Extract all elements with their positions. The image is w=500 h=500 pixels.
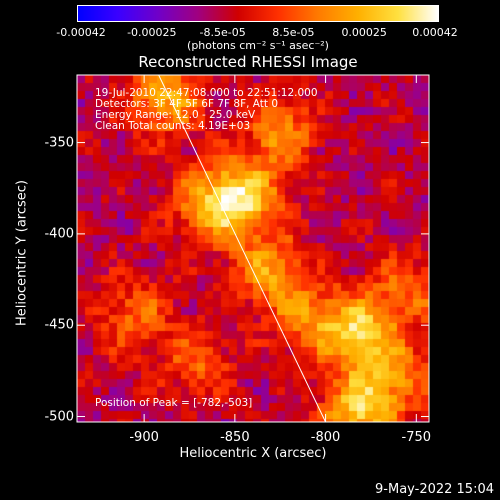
y-tick-label: -450 bbox=[44, 317, 74, 333]
colorbar-tick-label: 0.00025 bbox=[341, 26, 387, 39]
colorbar-tick-label: 8.5e-05 bbox=[272, 26, 315, 39]
chart-title: Reconstructed RHESSI Image bbox=[138, 53, 358, 71]
heatmap-image bbox=[77, 75, 429, 422]
y-tick-label: -500 bbox=[44, 409, 74, 425]
colorbar-unit: (photons cm⁻² s⁻¹ asec⁻²) bbox=[187, 39, 329, 52]
x-tick-label: -800 bbox=[310, 430, 341, 445]
x-axis-label: Heliocentric X (arcsec) bbox=[179, 446, 327, 461]
annotation-detectors: Detectors: 3F 4F 5F 6F 7F 8F, Att 0 bbox=[95, 98, 279, 110]
plot-overlay bbox=[76, 74, 430, 423]
colorbar-tick-label: -0.00042 bbox=[56, 26, 106, 39]
annotation-time: 19-Jul-2010 22:47:08.000 to 22:51:12.000 bbox=[95, 87, 318, 99]
colorbar-tick-label: 0.00042 bbox=[412, 26, 458, 39]
annotation-energy: Energy Range: 12.0 - 25.0 keV bbox=[95, 109, 256, 121]
peak-position-label: Position of Peak = [-782,-503] bbox=[95, 397, 253, 409]
y-tick-label: -400 bbox=[44, 226, 74, 242]
x-tick-label: -900 bbox=[129, 430, 159, 445]
colorbar bbox=[77, 5, 439, 22]
plot-frame bbox=[76, 74, 430, 423]
footer-date: 9-May-2022 15:04 bbox=[375, 482, 494, 497]
x-tick-label: -750 bbox=[401, 430, 432, 445]
plot-area: 19-Jul-2010 22:47:08.000 to 22:51:12.000… bbox=[76, 74, 430, 423]
annotation-counts: Clean Total counts: 4.19E+03 bbox=[95, 120, 251, 132]
x-tick-label: -850 bbox=[220, 430, 250, 445]
y-axis-label: Heliocentric Y (arcsec) bbox=[14, 180, 30, 326]
solar-limb-line bbox=[158, 74, 327, 423]
colorbar-tick-label: -8.5e-05 bbox=[199, 26, 246, 39]
y-tick-label: -350 bbox=[44, 135, 74, 151]
colorbar-tick-label: -0.00025 bbox=[127, 26, 177, 39]
colorbar-ticks: -0.00042 -0.00025 -8.5e-05 8.5e-05 0.00025 0.… bbox=[0, 0, 500, 40]
axis-tick-marks bbox=[77, 75, 429, 422]
